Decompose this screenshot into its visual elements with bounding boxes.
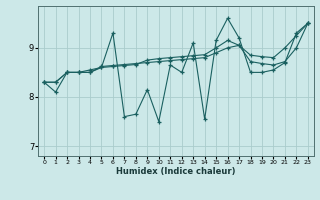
- X-axis label: Humidex (Indice chaleur): Humidex (Indice chaleur): [116, 167, 236, 176]
